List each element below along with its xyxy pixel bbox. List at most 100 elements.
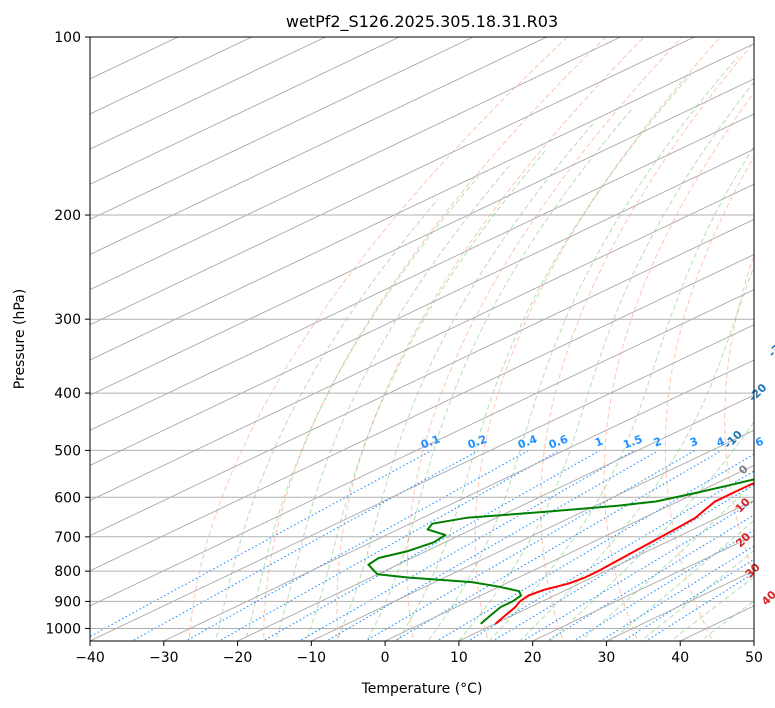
isotherm-label: -20 xyxy=(746,381,769,404)
moist-adiabat xyxy=(669,576,754,641)
isotherm-line xyxy=(90,148,754,466)
isotherm-line xyxy=(90,254,754,572)
moist-adiabat xyxy=(396,74,691,641)
mixing-ratio-line xyxy=(572,529,754,641)
dry-adiabat xyxy=(540,41,754,641)
isotherm-line xyxy=(753,640,754,641)
moist-adiabat xyxy=(427,56,739,641)
mixing-ratio-line xyxy=(545,514,754,641)
moist-adiabat xyxy=(214,198,439,641)
moist-adiabat xyxy=(335,123,594,641)
y-axis-label: Pressure (hPa) xyxy=(12,289,28,389)
isotherm-line xyxy=(90,289,754,607)
mixing-ratio-label: 4 xyxy=(715,435,727,450)
x-tick-label: −10 xyxy=(297,650,327,666)
isotherm-line xyxy=(90,37,695,326)
isotherm-line xyxy=(90,43,754,361)
y-tick-label: 600 xyxy=(54,490,81,506)
chart-title: wetPf2_S126.2025.305.18.31.R03 xyxy=(286,12,558,32)
temperature-profile xyxy=(495,482,754,625)
isotherm-line xyxy=(237,394,754,641)
mixing-ratio-line xyxy=(90,449,432,638)
x-axis-label: Temperature (°C) xyxy=(361,681,483,697)
y-axis: 100 200 300 400 500 600 700 800 900 1000 xyxy=(45,30,90,637)
isotherm-line xyxy=(90,37,547,256)
annotation-labels: 0.10.20.40.611.52346-100-90-80-70-60-50-… xyxy=(419,336,775,608)
y-tick-label: 300 xyxy=(54,312,81,328)
isotherm-line xyxy=(90,37,621,291)
isotherm-line xyxy=(680,605,754,641)
x-tick-label: 10 xyxy=(450,650,468,666)
y-tick-label: 800 xyxy=(54,564,81,580)
isotherm-line xyxy=(532,535,754,641)
mixing-ratio-line xyxy=(599,545,754,641)
isotherm-line xyxy=(90,78,754,396)
y-tick-label: 200 xyxy=(54,208,81,224)
mixing-ratio-label: 0.1 xyxy=(419,433,442,452)
x-tick-label: −30 xyxy=(149,650,179,666)
moist-adiabat xyxy=(579,481,754,641)
isotherm-line xyxy=(90,37,474,220)
mixing-ratio-line xyxy=(622,558,754,641)
dry-adiabat xyxy=(406,37,683,641)
mixing-ratio-label: 0.2 xyxy=(466,433,489,452)
grid-lines xyxy=(90,37,754,641)
x-tick-label: 50 xyxy=(745,650,763,666)
mixing-ratio-line xyxy=(298,449,635,641)
isotherm-line xyxy=(90,183,754,501)
mixing-ratio-line xyxy=(393,449,722,641)
y-tick-label: 500 xyxy=(54,443,81,459)
x-tick-label: 0 xyxy=(381,650,390,666)
dewpoint-profile xyxy=(367,478,754,625)
isotherm-line xyxy=(606,570,754,641)
mixing-ratio-label: 0.4 xyxy=(516,433,539,452)
dry-adiabat xyxy=(664,155,754,641)
mixing-ratio-label: 6 xyxy=(754,435,766,450)
isotherm-line xyxy=(311,429,754,641)
isotherm-line xyxy=(90,113,754,431)
mixing-ratio-line xyxy=(218,449,560,641)
isotherm-label: -30 xyxy=(766,336,775,359)
mixing-ratio-line xyxy=(644,572,754,641)
dry-adiabat xyxy=(603,91,754,641)
mixing-ratio-label: 2 xyxy=(652,435,664,450)
mixing-ratio-line xyxy=(521,500,754,641)
moist-adiabat xyxy=(609,519,754,641)
mixing-ratio-label: 1 xyxy=(593,435,605,450)
isotherm-line xyxy=(384,464,754,641)
mixing-ratio-line xyxy=(435,453,754,641)
x-axis: −40 −30 −20 −10 0 10 20 30 40 50 xyxy=(75,641,763,666)
series-group xyxy=(367,478,754,625)
moist-adiabat xyxy=(457,81,754,641)
isotherm-line xyxy=(90,37,252,115)
moist-adiabat xyxy=(275,163,512,641)
y-tick-label: 700 xyxy=(54,530,81,546)
moist-adiabat xyxy=(366,107,633,641)
isotherm-line xyxy=(458,499,754,641)
moist-adiabat xyxy=(639,549,754,641)
moist-adiabat xyxy=(244,175,480,641)
mixing-ratio-line xyxy=(491,484,754,641)
isotherm-label: 30 xyxy=(743,560,763,580)
mixing-ratio-label: 1.5 xyxy=(621,433,644,452)
x-tick-label: 20 xyxy=(524,650,542,666)
isotherm-line xyxy=(90,218,754,537)
plot-frame xyxy=(89,36,755,642)
dry-adiabat xyxy=(188,37,569,641)
isotherm-line xyxy=(90,37,326,150)
mixing-ratio-label: 0.6 xyxy=(547,433,570,452)
x-tick-label: 30 xyxy=(598,650,616,666)
isotherm-label: 0 xyxy=(736,462,751,477)
x-tick-label: −20 xyxy=(223,650,253,666)
dry-adiabat xyxy=(263,37,607,641)
moist-adiabat xyxy=(305,150,546,641)
y-tick-label: 1000 xyxy=(45,621,81,637)
moist-adiabat xyxy=(488,145,754,641)
background-lines xyxy=(90,37,754,641)
x-tick-label: 40 xyxy=(671,650,689,666)
dry-adiabat xyxy=(474,37,721,641)
mixing-ratio-line xyxy=(261,449,601,641)
isotherm-label: 40 xyxy=(759,588,775,608)
y-tick-label: 900 xyxy=(54,594,81,610)
